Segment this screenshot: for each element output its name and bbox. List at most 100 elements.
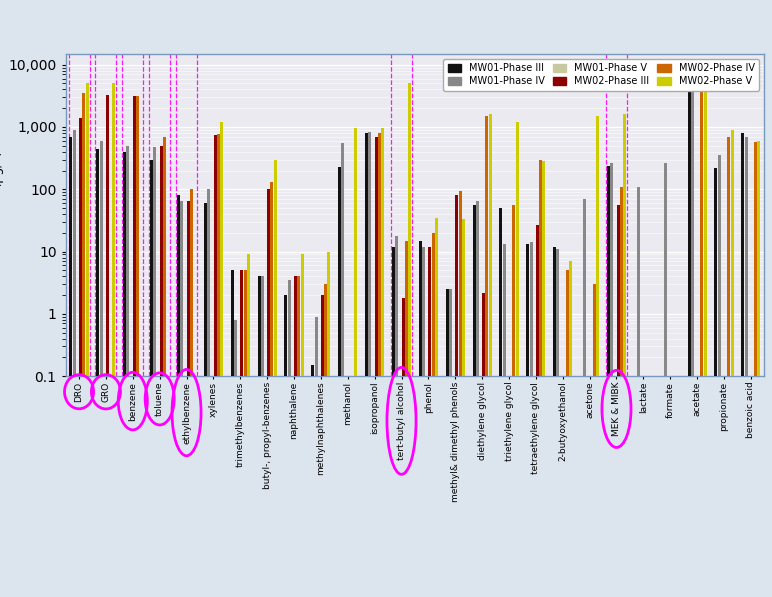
Bar (543, 161, 546, 597)
Bar (593, 284, 596, 597)
Bar (408, 84, 411, 597)
Bar (401, 298, 405, 597)
Bar (422, 247, 425, 597)
Bar (294, 276, 297, 597)
Bar (476, 201, 479, 597)
Bar (405, 241, 408, 597)
Bar (378, 133, 381, 597)
Bar (392, 247, 395, 597)
Bar (455, 195, 459, 597)
Bar (428, 247, 432, 597)
Bar (160, 146, 163, 597)
Bar (744, 137, 747, 597)
Bar (261, 276, 264, 597)
Bar (554, 247, 556, 597)
Bar (617, 205, 620, 597)
Bar (231, 270, 234, 597)
Bar (700, 87, 703, 597)
Bar (247, 254, 250, 597)
Bar (187, 201, 190, 597)
Bar (240, 270, 243, 597)
Bar (270, 182, 273, 597)
Bar (513, 205, 516, 597)
Bar (113, 84, 116, 597)
Bar (327, 251, 330, 597)
Bar (395, 236, 398, 597)
Bar (311, 365, 314, 597)
Bar (714, 168, 717, 597)
Bar (539, 159, 542, 597)
Bar (530, 242, 533, 597)
Bar (557, 249, 560, 597)
Bar (527, 244, 530, 597)
Bar (207, 189, 210, 597)
Bar (234, 320, 237, 597)
Bar (150, 159, 153, 597)
Bar (462, 219, 465, 597)
Bar (314, 316, 317, 597)
Bar (127, 146, 130, 597)
Bar (177, 195, 180, 597)
Bar (691, 75, 694, 597)
Bar (730, 130, 733, 597)
Bar (620, 187, 623, 597)
Bar (482, 293, 486, 597)
Bar (596, 116, 599, 597)
Bar (284, 295, 287, 597)
Bar (637, 187, 640, 597)
Bar (96, 149, 100, 597)
Bar (499, 208, 503, 597)
Bar (486, 116, 489, 597)
Bar (623, 114, 626, 597)
Bar (274, 159, 276, 597)
Bar (472, 205, 476, 597)
Bar (106, 95, 109, 597)
Bar (80, 118, 82, 597)
Bar (607, 165, 610, 597)
Bar (100, 141, 103, 597)
Bar (449, 289, 452, 597)
Bar (354, 128, 357, 597)
Bar (516, 122, 519, 597)
Bar (688, 69, 690, 597)
Bar (459, 190, 462, 597)
Bar (69, 137, 73, 597)
Bar (365, 133, 368, 597)
Bar (610, 164, 613, 597)
Bar (83, 93, 86, 597)
Bar (86, 84, 89, 597)
Bar (503, 244, 506, 597)
Bar (154, 147, 157, 597)
Bar (489, 114, 492, 597)
Bar (321, 295, 324, 597)
Bar (727, 137, 730, 597)
Bar (204, 203, 207, 597)
Bar (419, 241, 422, 597)
Bar (338, 167, 341, 597)
Bar (566, 270, 569, 597)
Bar (220, 122, 223, 597)
Bar (136, 96, 139, 597)
Bar (180, 201, 183, 597)
Bar (757, 141, 760, 597)
Bar (741, 133, 744, 597)
Bar (217, 134, 220, 597)
Bar (584, 199, 586, 597)
Bar (703, 93, 706, 597)
Bar (267, 189, 270, 597)
Bar (133, 96, 136, 597)
Bar (368, 132, 371, 597)
Bar (324, 284, 327, 597)
Bar (341, 143, 344, 597)
Bar (445, 289, 449, 597)
Bar (300, 254, 303, 597)
Bar (288, 280, 291, 597)
Bar (381, 128, 384, 597)
Bar (374, 137, 378, 597)
Bar (297, 276, 300, 597)
Bar (536, 224, 539, 597)
Bar (435, 218, 438, 597)
Bar (124, 152, 127, 597)
Bar (664, 164, 667, 597)
Bar (754, 141, 757, 597)
